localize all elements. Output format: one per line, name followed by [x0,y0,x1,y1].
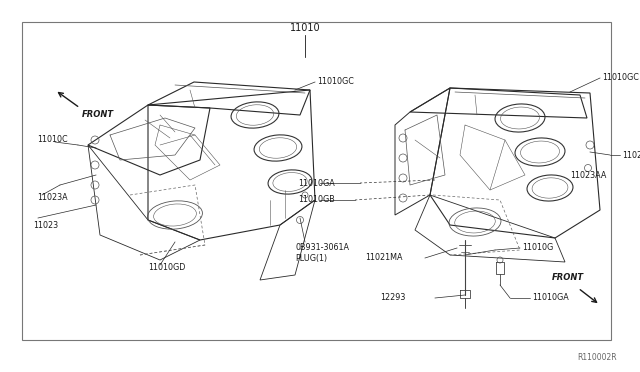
Text: 0B931-3061A: 0B931-3061A [295,244,349,253]
Text: 11021MA: 11021MA [365,253,403,263]
Text: R110002R: R110002R [577,353,617,362]
Text: 11010C: 11010C [37,135,68,144]
Text: PLUG(1): PLUG(1) [295,253,327,263]
Text: 11023+A: 11023+A [622,151,640,160]
Text: 11023A: 11023A [37,193,68,202]
Text: 11010G: 11010G [522,244,553,253]
Text: 11010: 11010 [290,23,320,33]
Text: 11010GC: 11010GC [602,74,639,83]
Text: 12293: 12293 [380,294,405,302]
Text: 11010GA: 11010GA [532,294,569,302]
Text: FRONT: FRONT [552,273,584,282]
Text: 11023AA: 11023AA [570,170,606,180]
Text: 11010GA: 11010GA [298,179,335,187]
Bar [22,22,611,340]
Text: 11010GD: 11010GD [148,263,186,273]
Text: FRONT: FRONT [82,110,114,119]
Text: 11023: 11023 [33,221,58,230]
Text: 11010GB: 11010GB [298,196,335,205]
Text: 11010GC: 11010GC [317,77,354,87]
